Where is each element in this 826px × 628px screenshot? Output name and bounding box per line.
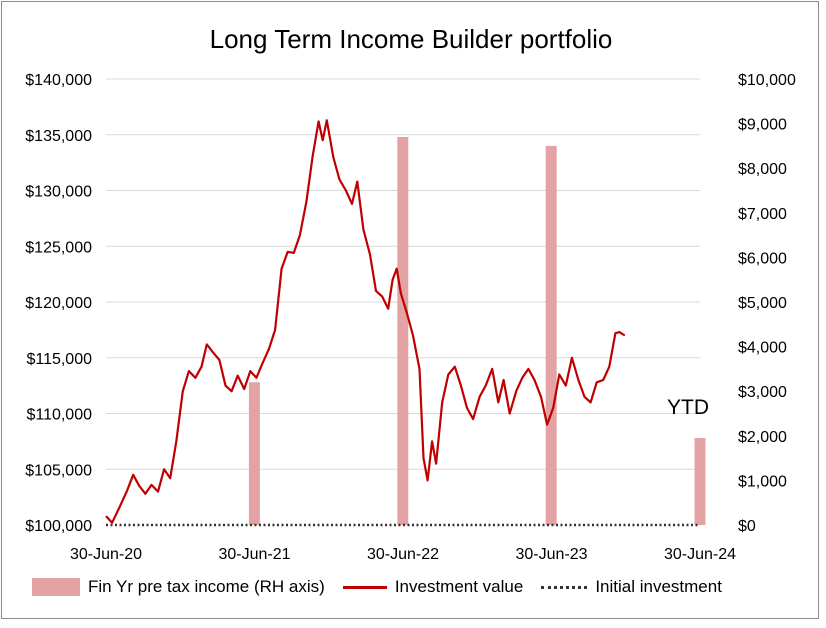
y-left-tick-label: $130,000 (25, 184, 92, 201)
y-left-tick-label: $120,000 (25, 295, 92, 312)
y-right-tick-label: $1,000 (738, 473, 787, 490)
income-bar (694, 438, 706, 525)
y-right-tick-label: $4,000 (738, 340, 787, 357)
legend-swatch-value (342, 585, 387, 589)
y-right-tick-label: $5,000 (738, 295, 787, 312)
legend-item-income: Fin Yr pre tax income (RH axis) (32, 577, 325, 597)
investment-value-line (105, 119, 626, 524)
legend-item-value: Investment value (342, 577, 524, 597)
y-left-tick-label: $140,000 (25, 72, 92, 89)
y-right-tick-label: $7,000 (738, 206, 787, 223)
y-left-tick-label: $100,000 (25, 518, 92, 535)
legend-label-value: Investment value (394, 577, 524, 596)
income-bar (397, 136, 409, 526)
y-right-tick-label: $9,000 (738, 117, 787, 134)
x-tick-label: 30-Jun-20 (70, 546, 142, 563)
legend-label-income: Fin Yr pre tax income (RH axis) (88, 577, 325, 596)
legend: Fin Yr pre tax income (RH axis) Investme… (32, 574, 740, 600)
legend-item-initial: Initial investment (541, 577, 722, 597)
income-bar (248, 382, 260, 525)
x-tick-label: 30-Jun-22 (367, 546, 439, 563)
y-right-tick-label: $0 (738, 518, 756, 535)
y-left-tick-label: $125,000 (25, 239, 92, 256)
y-right-tick-label: $6,000 (738, 250, 787, 267)
income-bar (545, 145, 557, 525)
legend-swatch-income (32, 578, 80, 596)
y-left-tick-label: $135,000 (25, 128, 92, 145)
chart-title: Long Term Income Builder portfolio (209, 24, 613, 54)
x-tick-label: 30-Jun-24 (664, 546, 736, 563)
y-right-tick-label: $2,000 (738, 429, 787, 446)
y-left-tick-label: $105,000 (25, 462, 92, 479)
legend-swatch-initial (541, 585, 588, 589)
chart-canvas: $100,000 $105,000 $110,000 $115,000 $120,000… (25, 72, 796, 563)
y-right-tick-label: $3,000 (738, 384, 787, 401)
y-right-tick-label: $10,000 (738, 72, 796, 89)
x-tick-label: 30-Jun-23 (515, 546, 587, 563)
y-left-tick-label: $115,000 (26, 351, 92, 368)
chart-frame: Long Term Income Builder portfolio $100,… (1, 1, 819, 619)
legend-label-initial: Initial investment (595, 577, 722, 596)
x-tick-label: 30-Jun-21 (218, 546, 290, 563)
ytd-annotation: YTD (667, 396, 709, 419)
y-right-tick-label: $8,000 (738, 161, 787, 178)
y-left-tick-label: $110,000 (26, 407, 92, 424)
